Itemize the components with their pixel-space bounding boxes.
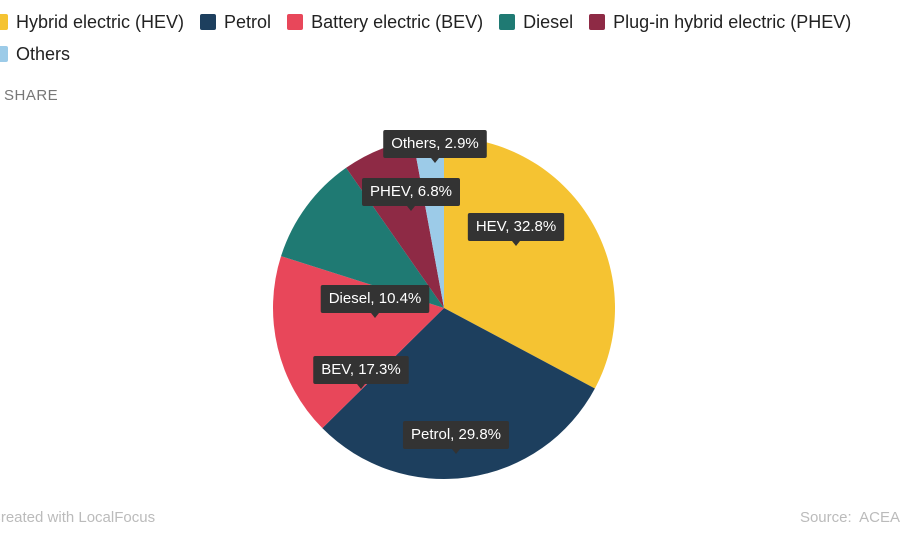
- data-label: Diesel, 10.4%: [320, 285, 430, 318]
- legend-swatch: [200, 14, 217, 30]
- data-label: BEV, 17.3%: [313, 356, 409, 389]
- data-label-text: HEV, 32.8%: [476, 218, 556, 235]
- label-box: [467, 213, 565, 241]
- subtitle: SHARE: [4, 87, 59, 104]
- pie-slice: [281, 167, 444, 308]
- data-label-text: Diesel, 10.4%: [329, 290, 422, 307]
- label-box: [402, 421, 510, 449]
- label-box: [313, 356, 409, 384]
- legend-item[interactable]: Diesel: [499, 10, 573, 34]
- data-label-text: BEV, 17.3%: [321, 361, 401, 378]
- legend-label: Hybrid electric (HEV): [16, 11, 185, 32]
- legend-label: Battery electric (BEV): [311, 11, 484, 32]
- data-label: Petrol, 29.8%: [402, 421, 510, 454]
- data-label: PHEV, 6.8%: [362, 178, 460, 211]
- legend-swatch: [287, 14, 304, 30]
- label-pointer: [407, 206, 415, 211]
- data-label: HEV, 32.8%: [467, 213, 565, 246]
- label-box: [383, 130, 487, 158]
- source: Source: ACEA: [799, 509, 900, 526]
- legend-swatch: [499, 14, 516, 30]
- data-label-text: Petrol, 29.8%: [411, 426, 501, 443]
- legend-label: Others: [16, 43, 71, 64]
- legend-swatch: [0, 46, 8, 62]
- label-pointer: [371, 313, 379, 318]
- data-label-text: PHEV, 6.8%: [370, 183, 452, 200]
- legend-swatch: [0, 14, 8, 30]
- data-label-text: Others, 2.9%: [391, 135, 479, 152]
- legend-swatch: [589, 14, 606, 30]
- label-pointer: [512, 241, 520, 246]
- legend-item[interactable]: Hybrid electric (HEV): [0, 10, 184, 34]
- label-pointer: [357, 384, 365, 389]
- data-label: Others, 2.9%: [383, 130, 487, 163]
- label-pointer: [431, 158, 439, 163]
- pie-slice: [322, 308, 595, 479]
- legend-label: Petrol: [224, 11, 272, 32]
- legend: Hybrid electric (HEV) Petrol Battery elect…: [0, 10, 892, 66]
- label-box: [320, 285, 430, 313]
- legend-item[interactable]: Battery electric (BEV): [287, 10, 483, 34]
- legend-item[interactable]: Petrol: [200, 10, 271, 34]
- credit[interactable]: Created with LocalFocus: [0, 509, 156, 526]
- label-pointer: [452, 449, 460, 454]
- label-box: [362, 178, 460, 206]
- legend-label: Diesel: [523, 11, 574, 32]
- legend-item[interactable]: Others: [0, 42, 70, 66]
- legend-item[interactable]: Plug-in hybrid electric (PHEV): [589, 10, 851, 34]
- legend-label: Plug-in hybrid electric (PHEV): [613, 11, 852, 32]
- pie-slice: [444, 137, 616, 389]
